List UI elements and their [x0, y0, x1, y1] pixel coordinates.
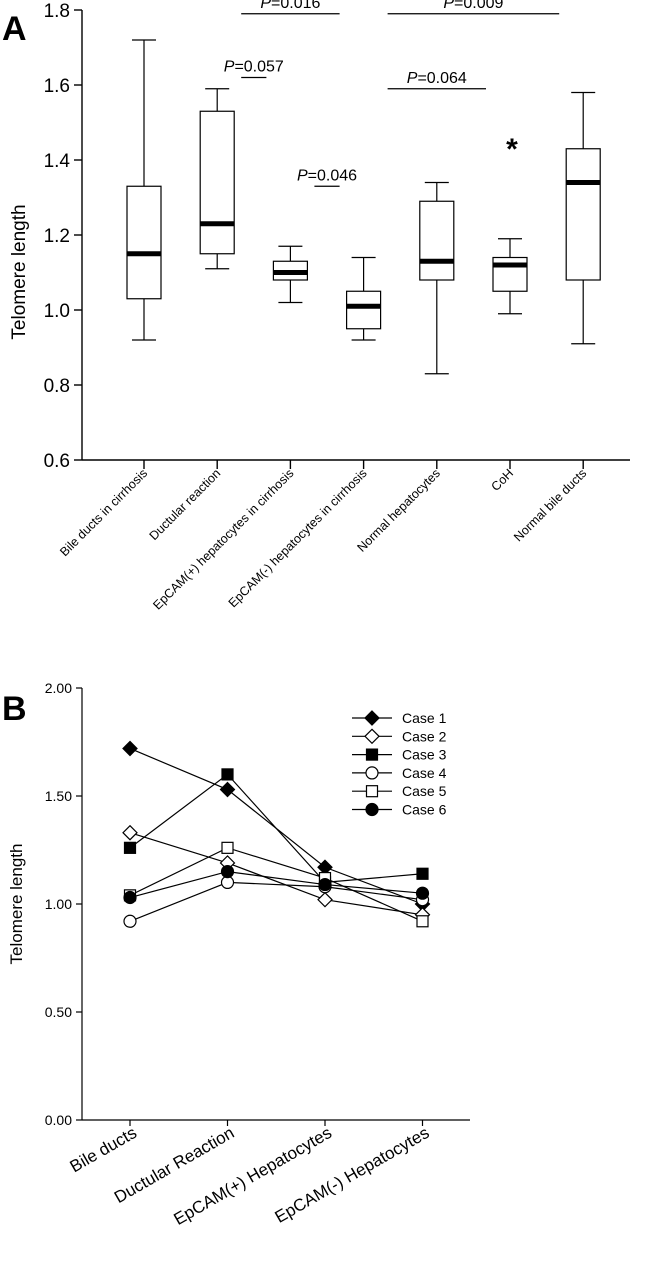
- y-axis-title: Telomere length: [9, 204, 30, 339]
- data-point: [122, 824, 138, 841]
- y-tick-label: 0.6: [44, 451, 70, 472]
- x-tick-label: EpCAM(-) Hepatocytes: [272, 1123, 433, 1227]
- series-line: [129, 747, 423, 905]
- series-line: [129, 870, 423, 899]
- box-7: [565, 91, 601, 345]
- legend-label: Case 6: [402, 802, 447, 818]
- box-3: [272, 245, 308, 304]
- p-value-label: P=0.016: [260, 0, 320, 12]
- significance-asterisk: *: [506, 133, 518, 166]
- x-tick-label: Bile ducts in cirrhosis: [57, 466, 150, 559]
- x-tick-label: Normal hepatocytes: [354, 466, 443, 555]
- legend-marker: [365, 802, 379, 817]
- x-tick-label: EpCAM(-) hepatocytes in cirrhosis: [226, 466, 370, 610]
- data-point: [416, 915, 429, 928]
- y-tick-label: 0.50: [45, 1004, 72, 1020]
- box-iqr: [346, 290, 382, 330]
- x-tick-label: Normal bile ducts: [511, 466, 589, 544]
- data-point: [318, 877, 332, 892]
- legend-marker: [364, 728, 380, 745]
- series-2: [122, 824, 431, 923]
- y-tick-label: 1.0: [44, 301, 70, 322]
- p-value-label: P=0.046: [297, 167, 357, 184]
- panel-b-label: B: [2, 690, 27, 728]
- series-line: [129, 881, 423, 922]
- data-point: [220, 875, 235, 890]
- y-tick-label: 1.50: [45, 788, 72, 804]
- data-point: [221, 768, 234, 781]
- x-tick-label: EpCAM(+) Hepatocytes: [170, 1123, 335, 1229]
- panel-a-label: A: [2, 10, 27, 48]
- series-line: [129, 773, 423, 884]
- series-line: [129, 847, 423, 922]
- data-point: [123, 841, 137, 854]
- legend-label: Case 2: [402, 728, 447, 744]
- series-1: [122, 740, 431, 912]
- legend-marker: [365, 766, 379, 780]
- legend-label: Case 3: [402, 747, 447, 763]
- legend-marker: [365, 785, 379, 798]
- box-iqr: [419, 200, 455, 281]
- x-tick-label: Bile ducts: [67, 1123, 140, 1176]
- series-3: [123, 768, 429, 889]
- legend: Case 1 Case 2 Case 3 Case 4 Case 5 Case 6: [352, 710, 447, 818]
- box-4: [346, 256, 382, 341]
- legend-label: Case 4: [402, 765, 447, 781]
- box-6: [492, 238, 528, 315]
- data-point: [317, 891, 333, 908]
- y-tick-label: 2.00: [45, 680, 72, 696]
- y-tick-label: 1.4: [44, 151, 71, 172]
- data-point: [220, 864, 235, 879]
- data-point: [123, 890, 137, 905]
- p-value-label: P=0.064: [407, 70, 467, 87]
- panel-b: B 0.00 0.50 1.00 1.50 2.00 Telomere length Bile…: [2, 680, 470, 1229]
- panel-a: A 0.6 0.8 1.0 1.2 1.4 1.6 1.8 Telomere length Bil…: [2, 0, 630, 612]
- series-6: [123, 864, 430, 905]
- y-axis-title: Telomere length: [7, 844, 26, 965]
- legend-marker: [364, 710, 380, 726]
- series-line: [129, 832, 423, 916]
- y-tick-label: 1.6: [44, 76, 70, 97]
- p-value-label: P=0.057: [224, 59, 284, 76]
- box-5: [419, 181, 455, 375]
- p-value-label: P=0.009: [443, 0, 503, 12]
- legend-label: Case 5: [402, 783, 447, 799]
- x-tick-label: Ductular reaction: [147, 466, 224, 543]
- data-point: [219, 781, 236, 798]
- data-point: [221, 841, 234, 854]
- legend-marker: [365, 748, 379, 761]
- y-tick-label: 0.8: [44, 376, 70, 397]
- data-point: [415, 886, 430, 900]
- y-tick-label: 1.8: [44, 1, 70, 22]
- data-point: [123, 914, 137, 928]
- y-tick-label: 1.2: [44, 226, 70, 247]
- box-iqr: [565, 148, 601, 281]
- box-iqr: [199, 110, 235, 255]
- y-tick-label: 0.00: [45, 1112, 72, 1128]
- data-point: [416, 867, 429, 880]
- box-1: [126, 39, 162, 341]
- x-tick-label: EpCAM(+) hepatocytes in cirrhosis: [150, 466, 296, 612]
- y-tick-label: 1.00: [45, 896, 72, 912]
- data-point: [122, 740, 138, 757]
- legend-label: Case 1: [402, 710, 447, 726]
- x-tick-label: CoH: [489, 466, 517, 494]
- box-2: [199, 88, 235, 270]
- series-4: [123, 875, 430, 928]
- box-iqr: [126, 185, 162, 300]
